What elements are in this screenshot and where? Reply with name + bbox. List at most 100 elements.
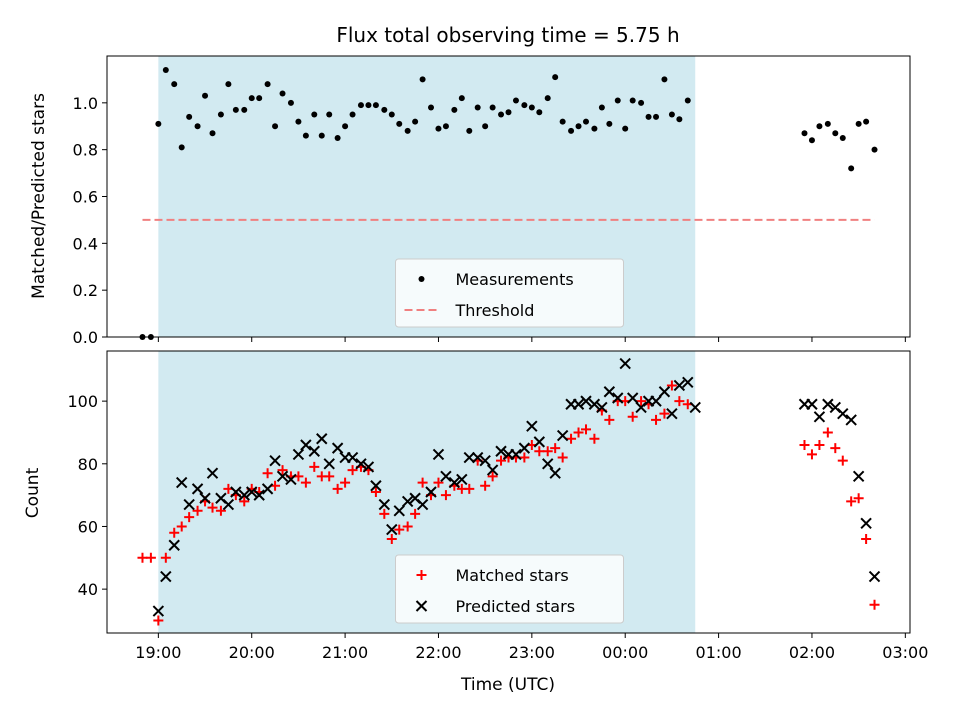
legend-marker xyxy=(416,570,427,580)
data-point xyxy=(852,470,865,483)
x-mark xyxy=(168,539,180,551)
x-tick-label: 01:00 xyxy=(696,643,742,662)
y-tick-label: 100 xyxy=(67,392,98,411)
data-point xyxy=(308,445,320,457)
x-mark xyxy=(206,467,219,479)
data-point xyxy=(432,448,445,461)
y-tick-label: 80 xyxy=(78,455,98,474)
data-point xyxy=(412,118,419,125)
data-point xyxy=(598,104,605,111)
data-point xyxy=(362,461,375,473)
data-point xyxy=(863,118,870,125)
x-mark xyxy=(619,357,631,370)
x-mark xyxy=(626,392,639,404)
data-point xyxy=(666,380,677,391)
data-point xyxy=(381,106,388,113)
data-point xyxy=(799,440,810,450)
data-point xyxy=(346,451,359,464)
legend-label: Measurements xyxy=(456,270,574,289)
data-point xyxy=(456,473,468,486)
x-mark xyxy=(191,483,204,495)
top-panel-ratio: 0.0 0.2 0.4 0.6 0.8 1.0 Measurements Threshold xyxy=(73,55,911,347)
data-point xyxy=(853,493,864,504)
data-point xyxy=(435,125,442,132)
data-point xyxy=(393,505,405,517)
x-mark xyxy=(689,401,701,414)
x-mark xyxy=(183,498,195,511)
plus-mark xyxy=(239,496,250,507)
data-point xyxy=(510,448,522,461)
data-point xyxy=(160,570,172,583)
data-point xyxy=(262,468,273,479)
x-mark xyxy=(362,461,375,473)
data-point xyxy=(612,392,624,404)
data-point xyxy=(355,458,367,470)
data-point xyxy=(550,443,561,454)
data-point xyxy=(682,376,694,389)
x-axis-label: Time (UTC) xyxy=(460,675,555,695)
data-point xyxy=(292,448,305,461)
data-point xyxy=(837,407,849,420)
data-point xyxy=(868,570,881,583)
y-tick-label: 0.6 xyxy=(73,188,98,207)
data-point xyxy=(666,407,678,420)
data-point xyxy=(489,104,496,111)
data-point xyxy=(661,76,668,83)
data-point xyxy=(871,146,878,153)
y-tick-label: 40 xyxy=(78,580,98,599)
series-matched-stars xyxy=(137,380,880,626)
plus-mark xyxy=(394,524,405,535)
x-mark xyxy=(822,398,834,410)
legend-label: Threshold xyxy=(455,301,535,320)
data-point xyxy=(552,74,559,81)
plus-mark xyxy=(160,552,171,563)
data-point xyxy=(169,527,180,538)
plus-mark xyxy=(215,505,226,516)
x-mark xyxy=(425,486,437,498)
data-point xyxy=(837,455,848,466)
data-point xyxy=(207,502,218,513)
x-mark xyxy=(549,467,561,479)
data-point xyxy=(606,120,613,127)
x-mark xyxy=(370,480,382,492)
data-point xyxy=(171,81,178,88)
data-point xyxy=(386,534,397,544)
data-point xyxy=(629,97,636,104)
data-point xyxy=(668,111,675,118)
data-point xyxy=(269,454,281,467)
data-point xyxy=(261,483,274,495)
x-mark xyxy=(393,505,405,517)
data-point xyxy=(168,539,180,551)
y-tick-label: 0.2 xyxy=(73,281,98,300)
data-point xyxy=(568,127,575,134)
x-mark xyxy=(868,570,881,583)
data-point xyxy=(370,487,381,497)
legend-box xyxy=(395,554,624,624)
plus-mark xyxy=(262,468,273,479)
x-mark xyxy=(160,570,172,583)
plus-mark xyxy=(822,427,833,438)
data-point xyxy=(575,123,582,130)
data-point xyxy=(482,123,489,130)
x-mark xyxy=(518,442,531,454)
data-point xyxy=(253,489,265,501)
plus-mark xyxy=(799,440,810,450)
data-point xyxy=(659,408,670,419)
data-point xyxy=(316,433,328,445)
data-point xyxy=(636,396,647,407)
data-point xyxy=(192,505,203,516)
data-point xyxy=(674,396,685,407)
series-measurements xyxy=(139,67,878,340)
plus-mark xyxy=(300,477,311,488)
x-mark xyxy=(199,492,211,504)
x-mark xyxy=(658,386,671,398)
data-point xyxy=(673,379,686,392)
data-point xyxy=(582,118,589,125)
data-point xyxy=(428,104,435,111)
data-point xyxy=(153,615,164,626)
x-mark xyxy=(300,439,312,451)
data-point xyxy=(264,81,271,88)
data-point xyxy=(801,130,808,137)
data-point xyxy=(145,552,156,563)
x-mark xyxy=(230,486,242,498)
